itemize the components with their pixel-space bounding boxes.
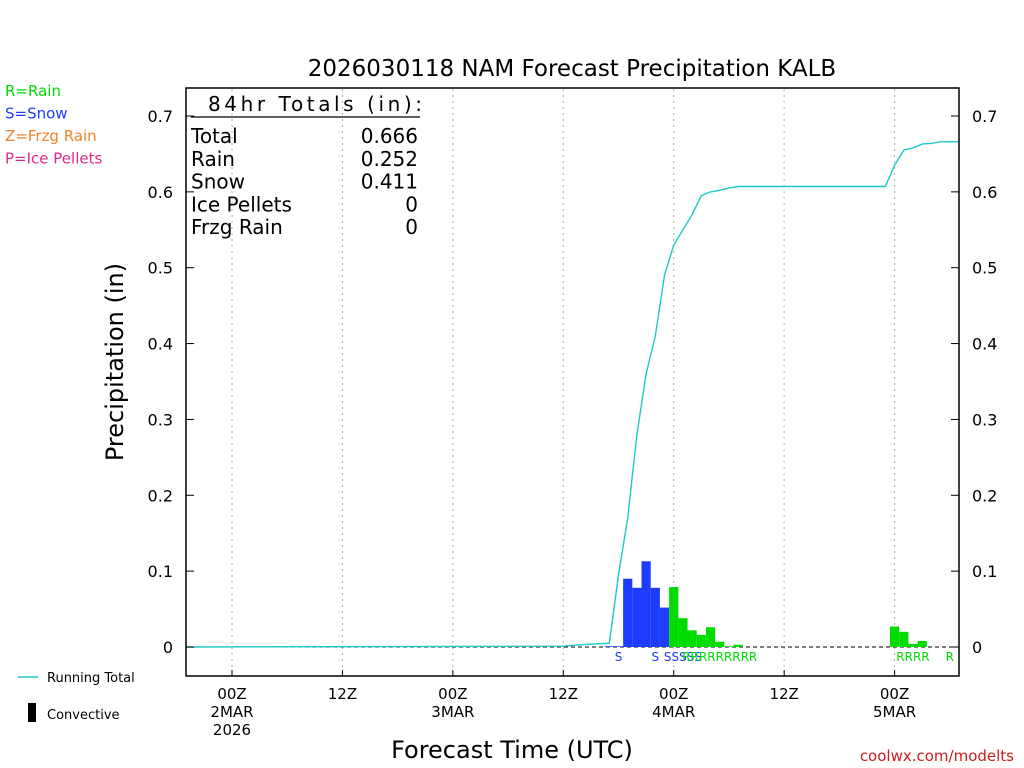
precip-bar — [733, 644, 743, 647]
x-tick-label: 3MAR — [431, 703, 474, 721]
ptype-legend-item: S=Snow — [5, 105, 68, 123]
precip-bar — [917, 640, 927, 647]
x-tick-label: 00Z — [880, 685, 909, 703]
x-tick-label: 4MAR — [652, 703, 695, 721]
ptype-label: S — [652, 650, 660, 664]
totals-row-value: 0.411 — [361, 170, 418, 194]
credit-text: coolwx.com/modelts — [860, 747, 1014, 765]
precip-bar — [650, 587, 660, 647]
totals-row-value: 0 — [405, 215, 418, 239]
x-tick-label: 00Z — [217, 685, 246, 703]
precip-bar — [623, 578, 633, 647]
precip-bar — [889, 626, 900, 647]
x-tick-label: 2026 — [213, 721, 251, 739]
precip-bars — [604, 561, 927, 647]
totals-box: 84hr Totals (in): Total 0.666 Rain 0.252 Sno… — [190, 92, 422, 239]
precip-bar — [705, 627, 716, 647]
precip-bar — [715, 641, 725, 647]
totals-row-label: Total — [190, 124, 238, 148]
y-tick-label-right: 0.2 — [972, 486, 997, 505]
x-tick-label: 12Z — [769, 685, 798, 703]
chart-title: 2026030118 NAM Forecast Precipitation KA… — [308, 56, 836, 82]
totals-row-label: Snow — [191, 170, 245, 194]
ptype-label: S — [615, 650, 623, 664]
y-tick-label-left: 0 — [163, 638, 173, 657]
running-total-line — [185, 141, 959, 648]
x-tick-label: 00Z — [659, 685, 688, 703]
precip-bar — [908, 643, 918, 647]
ptype-label: RRRR — [896, 650, 929, 664]
precip-bar — [669, 587, 679, 647]
precip-bar — [641, 561, 651, 647]
y-axis-label: Precipitation (in) — [101, 263, 129, 461]
x-tick-label: 12Z — [549, 685, 578, 703]
totals-row-label: Frzg Rain — [191, 215, 283, 239]
ptype-legend-item: R=Rain — [5, 82, 61, 100]
precip-bar — [696, 634, 706, 647]
ptype-legend-item: P=Ice Pellets — [5, 150, 102, 168]
precip-bar — [613, 646, 624, 647]
totals-row-value: 0 — [405, 192, 418, 216]
x-tick-label: 5MAR — [873, 703, 916, 721]
precip-bar — [678, 618, 688, 647]
y-tick-label-left: 0.5 — [148, 259, 173, 278]
precip-bar — [632, 587, 642, 647]
ptype-legend: R=Rain S=Snow Z=Frzg Rain P=Ice Pellets — [5, 82, 102, 168]
y-tick-label-left: 0.1 — [148, 562, 173, 581]
x-axis-label: Forecast Time (UTC) — [391, 736, 633, 764]
x-tick-label: 2MAR — [210, 703, 253, 721]
totals-row-label: Ice Pellets — [191, 192, 292, 216]
running-total-legend-label: Running Total — [47, 671, 135, 686]
y-tick-label-left: 0.3 — [148, 410, 173, 429]
ptype-label: R — [946, 650, 954, 664]
y-tick-label-right: 0 — [972, 638, 982, 657]
y-tick-label-right: 0.4 — [972, 335, 997, 354]
x-tick-label: 12Z — [328, 685, 357, 703]
y-tick-label-right: 0.1 — [972, 562, 997, 581]
precip-bar — [899, 631, 909, 647]
totals-row-value: 0.666 — [361, 124, 418, 148]
y-axis-left: 0 0.1 0.2 0.3 0.4 0.5 0.6 0.7 — [148, 107, 194, 657]
y-axis-right: 0 0.1 0.2 0.3 0.4 0.5 0.6 0.7 — [951, 107, 997, 657]
plot-frame — [185, 87, 960, 677]
totals-row-label: Rain — [191, 147, 235, 171]
y-tick-label-left: 0.4 — [148, 335, 173, 354]
y-tick-label-right: 0.3 — [972, 410, 997, 429]
totals-header: 84hr Totals (in): — [208, 92, 422, 116]
grid-lines — [231, 89, 896, 675]
ptype-label: RRRRRRRRR — [682, 650, 757, 664]
precip-bar — [724, 646, 734, 647]
precip-bar — [659, 607, 670, 647]
convective-legend-swatch — [28, 703, 36, 722]
ptype-legend-item: Z=Frzg Rain — [5, 127, 97, 145]
y-tick-label-right: 0.7 — [972, 107, 997, 126]
y-tick-label-right: 0.5 — [972, 259, 997, 278]
x-tick-label: 00Z — [438, 685, 467, 703]
y-tick-label-right: 0.6 — [972, 183, 997, 202]
precip-bar — [604, 646, 614, 647]
y-tick-label-left: 0.7 — [148, 107, 173, 126]
convective-legend-label: Convective — [47, 708, 120, 723]
y-tick-label-left: 0.2 — [148, 486, 173, 505]
ptype-label: SSSSS — [664, 650, 702, 664]
precip-bar — [687, 630, 697, 647]
y-tick-label-left: 0.6 — [148, 183, 173, 202]
totals-row-value: 0.252 — [361, 147, 418, 171]
